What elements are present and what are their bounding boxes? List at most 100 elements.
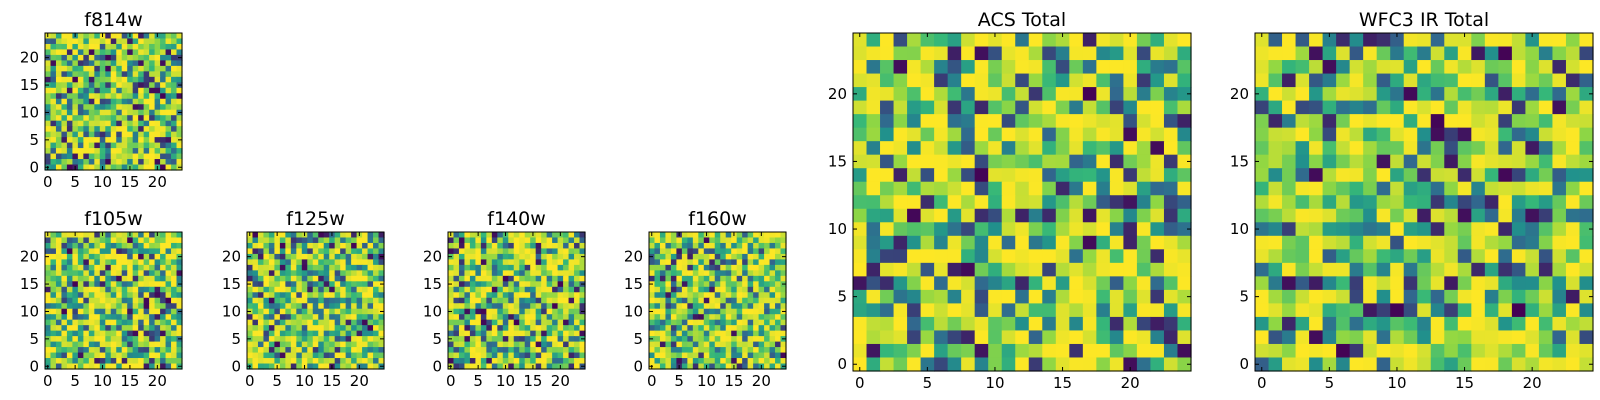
heatmap-cell bbox=[110, 275, 117, 282]
heatmap-cell bbox=[55, 358, 63, 365]
heatmap-cell bbox=[301, 341, 308, 348]
heatmap-cell bbox=[1282, 168, 1297, 183]
heatmap-cell bbox=[508, 297, 515, 304]
heatmap-cell bbox=[88, 248, 95, 255]
heatmap-cell bbox=[552, 281, 559, 288]
heatmap-cell bbox=[480, 303, 487, 310]
heatmap-cell bbox=[1336, 87, 1351, 102]
heatmap-cell bbox=[165, 159, 172, 166]
heatmap-cell bbox=[698, 336, 705, 343]
heatmap-cell bbox=[720, 281, 727, 288]
heatmap-cell bbox=[279, 232, 286, 239]
heatmap-cell bbox=[66, 38, 73, 45]
heatmap-cell bbox=[1096, 357, 1111, 372]
heatmap-cell bbox=[94, 87, 101, 94]
heatmap-cell bbox=[1295, 114, 1310, 129]
heatmap-cell bbox=[1177, 73, 1192, 88]
heatmap-cell bbox=[947, 141, 962, 156]
heatmap-cell bbox=[458, 358, 466, 365]
heatmap-cell bbox=[907, 343, 922, 359]
heatmap-cell bbox=[1322, 235, 1337, 250]
heatmap-cell bbox=[99, 264, 106, 271]
heatmap-cell bbox=[83, 87, 90, 94]
heatmap-cell bbox=[535, 237, 542, 244]
heatmap-cell bbox=[1471, 181, 1486, 196]
heatmap-cell bbox=[116, 347, 123, 354]
heatmap-cell bbox=[649, 286, 656, 293]
heatmap-cell bbox=[453, 297, 460, 304]
heatmap-cell bbox=[160, 126, 167, 133]
heatmap-cell bbox=[290, 297, 297, 304]
heatmap-cell bbox=[345, 347, 352, 354]
heatmap-cell bbox=[110, 38, 117, 45]
heatmap-cells bbox=[853, 33, 1192, 372]
heatmap-cell bbox=[171, 259, 178, 266]
heatmap-cell bbox=[714, 259, 721, 266]
heatmap-cell bbox=[502, 292, 509, 299]
heatmap-cell bbox=[1295, 208, 1310, 223]
heatmap-cell bbox=[552, 286, 559, 293]
heatmap-cell bbox=[301, 281, 308, 288]
heatmap-cell bbox=[1028, 73, 1043, 88]
heatmap-cell bbox=[563, 336, 570, 343]
heatmap-cell bbox=[563, 232, 570, 239]
heatmap-cell bbox=[725, 352, 732, 359]
heatmap-cell bbox=[659, 330, 667, 337]
y-tick-label: 15 bbox=[20, 275, 39, 293]
heatmap-cell bbox=[920, 276, 935, 291]
heatmap-cell bbox=[351, 232, 358, 239]
heatmap-cell bbox=[160, 54, 167, 61]
heatmap-cell bbox=[1484, 343, 1499, 359]
heatmap-cell bbox=[1511, 357, 1526, 372]
heatmap-cell bbox=[974, 316, 989, 332]
heatmap-cell bbox=[1123, 357, 1138, 372]
heatmap-cell bbox=[171, 232, 178, 239]
heatmap-cell bbox=[1150, 222, 1165, 237]
heatmap-cell bbox=[1309, 343, 1324, 359]
heatmap-cell bbox=[907, 46, 922, 61]
heatmap-cell bbox=[469, 319, 476, 326]
heatmap-cell bbox=[61, 137, 68, 144]
heatmap-cell bbox=[88, 104, 95, 111]
heatmap-cell bbox=[714, 319, 721, 326]
heatmap-cell bbox=[127, 38, 134, 45]
heatmap-cell bbox=[1015, 33, 1030, 48]
heatmap-cell bbox=[105, 65, 112, 72]
heatmap-cell bbox=[132, 33, 139, 40]
heatmap-cell bbox=[480, 237, 487, 244]
heatmap-cell bbox=[676, 275, 683, 282]
heatmap-cell bbox=[725, 281, 732, 288]
heatmap-cell bbox=[127, 131, 134, 138]
heatmap-cell bbox=[50, 109, 57, 116]
heatmap-cell bbox=[50, 93, 57, 100]
heatmap-cell bbox=[160, 43, 167, 51]
heatmap-cell bbox=[665, 248, 672, 255]
heatmap-cell bbox=[535, 259, 542, 266]
heatmap-cell bbox=[535, 341, 542, 348]
heatmap-cell bbox=[301, 303, 308, 310]
heatmap-cell bbox=[257, 358, 265, 365]
heatmap-cell bbox=[307, 325, 314, 332]
heatmap-cell bbox=[66, 352, 73, 359]
heatmap-cell bbox=[714, 281, 721, 288]
heatmap-cell bbox=[866, 60, 881, 75]
heatmap-cell bbox=[1484, 262, 1499, 277]
heatmap-cell bbox=[535, 352, 542, 359]
heatmap-cell bbox=[1109, 208, 1124, 223]
heatmap-cell bbox=[736, 242, 743, 250]
heatmap-cell bbox=[1015, 330, 1030, 345]
heatmap-cell bbox=[1268, 168, 1283, 183]
heatmap-cell bbox=[1001, 330, 1016, 345]
heatmap-cell bbox=[519, 297, 526, 304]
heatmap-cell bbox=[66, 242, 73, 250]
heatmap-cell bbox=[703, 242, 710, 250]
heatmap-cell bbox=[45, 43, 52, 51]
heatmap-cell bbox=[1322, 60, 1337, 75]
heatmap-cell bbox=[736, 319, 743, 326]
heatmap-cell bbox=[1001, 73, 1016, 88]
heatmap-cell bbox=[480, 341, 487, 348]
heatmap-cell bbox=[574, 336, 581, 343]
heatmap-cell bbox=[307, 264, 314, 271]
heatmap-cell bbox=[312, 336, 319, 343]
